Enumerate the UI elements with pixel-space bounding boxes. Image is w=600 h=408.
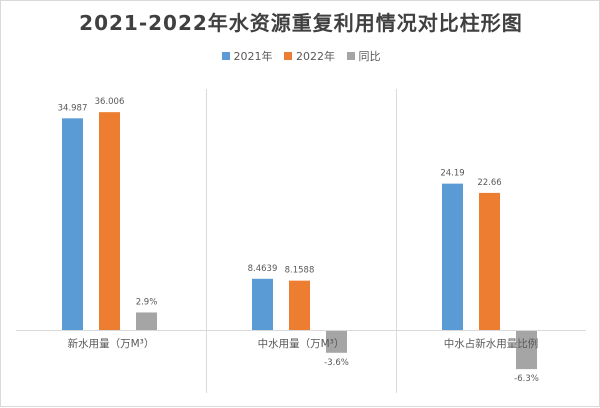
bar-2021-3 (442, 183, 463, 330)
bar-2022-2 (289, 280, 310, 330)
legend-label-2021: 2021年 (233, 50, 273, 63)
legend-swatch-2022 (284, 52, 292, 60)
bar-2022-3 (479, 192, 500, 330)
bar-series-2 (326, 331, 347, 353)
chart-title: 2021-2022年水资源重复利用情况对比柱形图 (79, 11, 523, 35)
category-label-2: 中水用量（万M³） (258, 337, 345, 350)
bar-2022-1 (99, 112, 120, 330)
data-label-2021-2: 8.4639 (248, 264, 278, 274)
data-label-2021-1: 34.987 (58, 103, 88, 113)
bar-series-1 (136, 312, 157, 330)
data-label-series-1: 2.9% (136, 297, 158, 307)
data-label-2022-1: 36.006 (95, 97, 125, 107)
legend-swatch-2021 (221, 52, 230, 60)
data-label-2022-2: 8.1588 (285, 266, 315, 276)
legend-item-2021: 2021年 (221, 48, 273, 64)
data-label-series-3: -6.3% (514, 374, 539, 384)
category-label-1: 新水用量（万M³） (68, 337, 155, 350)
legend-label-yoy: 同比 (358, 50, 381, 63)
bar-series-3 (516, 331, 537, 370)
legend-item-2022: 2022年 (284, 48, 335, 64)
data-label-2021-3: 24.19 (440, 169, 464, 179)
bar-2021-2 (252, 278, 273, 330)
chart-legend: 2021年 2022年 同比 (1, 48, 600, 64)
legend-label-2022: 2022年 (296, 50, 335, 63)
data-label-2022-3: 22.66 (477, 178, 501, 188)
legend-item-yoy: 同比 (346, 48, 381, 64)
category-label-3: 中水占新水用量比例 (444, 337, 539, 350)
legend-swatch-yoy (346, 52, 355, 60)
data-label-series-2: -3.6% (324, 358, 349, 368)
bar-2021-1 (62, 118, 83, 331)
